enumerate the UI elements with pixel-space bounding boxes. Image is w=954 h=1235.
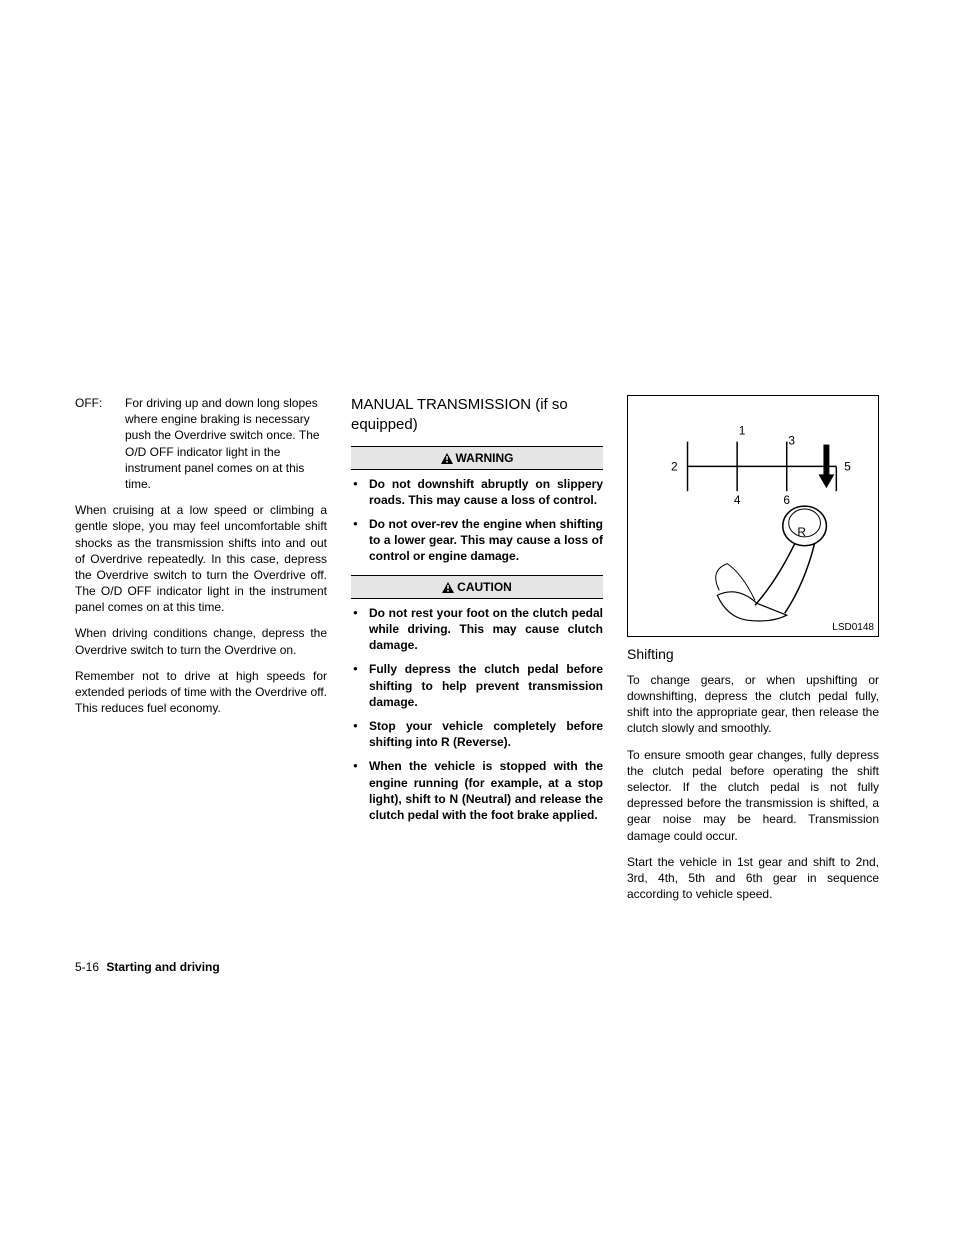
caution-item: Do not rest your foot on the clutch peda… (369, 605, 603, 654)
warning-label: WARNING (456, 451, 514, 465)
caution-list: Do not rest your foot on the clutch peda… (351, 605, 603, 823)
section-name: Starting and driving (106, 960, 219, 974)
caution-item: Fully depress the clutch pedal before sh… (369, 661, 603, 710)
warning-item: Do not over-rev the engine when shifting… (369, 516, 603, 565)
warning-list: Do not downshift abruptly on slippery ro… (351, 476, 603, 565)
page-footer: 5-16 Starting and driving (75, 959, 220, 975)
warning-icon (441, 453, 453, 464)
column-3: 1 2 3 4 5 6 R LSD0148 (627, 395, 879, 912)
warning-item: Do not downshift abruptly on slippery ro… (369, 476, 603, 508)
figure-code: LSD0148 (832, 621, 874, 635)
section-title: MANUAL TRANSMISSION (if so equipped) (351, 395, 603, 436)
subheading: Shifting (627, 645, 879, 664)
paragraph: To ensure smooth gear changes, fully dep… (627, 747, 879, 844)
svg-text:6: 6 (783, 493, 790, 507)
off-text: For driving up and down long slopes wher… (125, 395, 327, 492)
shift-pattern-figure: 1 2 3 4 5 6 R LSD0148 (627, 395, 879, 637)
caution-item: Stop your vehicle completely before shif… (369, 718, 603, 750)
svg-text:3: 3 (788, 434, 795, 448)
paragraph: To change gears, or when upshifting or d… (627, 672, 879, 737)
svg-text:4: 4 (734, 493, 741, 507)
caution-icon (442, 582, 454, 593)
off-label: OFF: (75, 395, 125, 492)
warning-header: WARNING (351, 446, 603, 470)
paragraph: When cruising at a low speed or climbing… (75, 502, 327, 615)
paragraph: Remember not to drive at high speeds for… (75, 668, 327, 717)
caution-label: CAUTION (457, 580, 512, 594)
page-number: 5-16 (75, 960, 99, 974)
column-1: OFF: For driving up and down long slopes… (75, 395, 327, 912)
svg-text:1: 1 (739, 424, 746, 438)
shift-pattern-svg: 1 2 3 4 5 6 R (628, 396, 878, 636)
svg-text:5: 5 (844, 459, 851, 473)
paragraph: Start the vehicle in 1st gear and shift … (627, 854, 879, 903)
column-2: MANUAL TRANSMISSION (if so equipped) WAR… (351, 395, 603, 912)
paragraph: When driving conditions change, depress … (75, 625, 327, 657)
caution-header: CAUTION (351, 575, 603, 599)
svg-text:2: 2 (671, 459, 678, 473)
off-definition: OFF: For driving up and down long slopes… (75, 395, 327, 492)
caution-item: When the vehicle is stopped with the eng… (369, 758, 603, 823)
